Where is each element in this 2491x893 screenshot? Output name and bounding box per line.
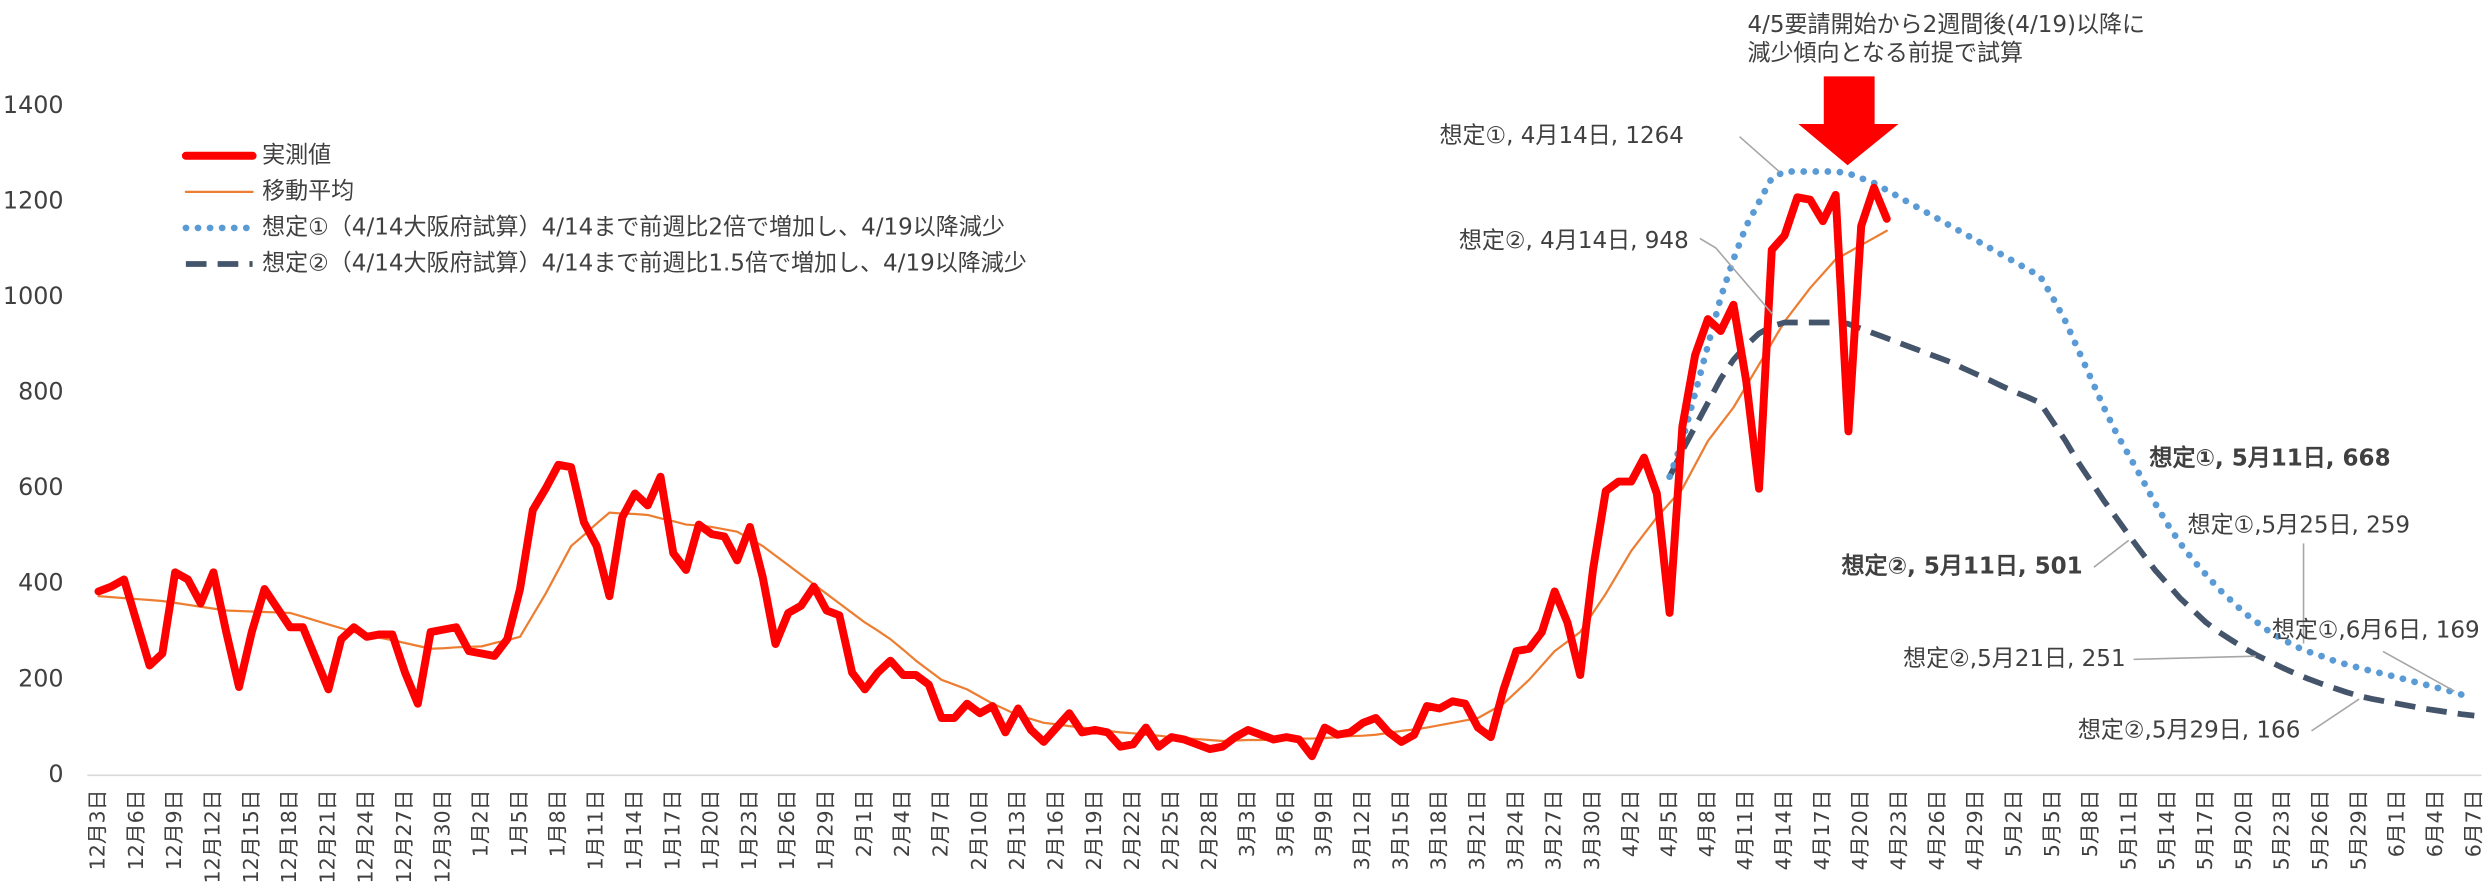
x-tick-label: 6月4日 [2423, 790, 2447, 858]
annotation: 想定②,5月29日, 166 [2078, 717, 2301, 743]
x-tick-label: 3月15日 [1388, 790, 1412, 871]
x-tick-label: 4月14日 [1772, 790, 1796, 871]
legend-label: 想定②（4/14大阪府試算）4/14まで前週比1.5倍で増加し、4/19以降減少 [262, 250, 1027, 276]
x-tick-label: 12月6日 [124, 790, 148, 871]
x-tick-label: 1月17日 [660, 790, 684, 871]
arrow [1798, 76, 1899, 166]
x-tick-label: 1月23日 [737, 790, 761, 871]
annotation: 想定②, 4月14日, 948 [1459, 228, 1689, 254]
leader-line [2133, 655, 2256, 661]
x-tick-label: 4月20日 [1848, 790, 1872, 871]
x-tick-label: 1月2日 [469, 790, 493, 858]
x-tick-label: 2月13日 [1005, 790, 1029, 871]
x-tick-label: 2月28日 [1197, 790, 1221, 871]
legend-label: 想定①（4/14大阪府試算）4/14まで前週比2倍で増加し、4/19以降減少 [262, 214, 1005, 240]
x-tick-label: 12月15日 [239, 790, 263, 884]
x-tick-label: 1月8日 [545, 790, 569, 858]
x-tick-label: 3月18日 [1427, 790, 1451, 871]
legend-label: 実測値 [262, 142, 331, 168]
series-line [1667, 319, 2475, 719]
x-tick-label: 3月9日 [1312, 790, 1336, 858]
x-tick-label: 4月17日 [1810, 790, 1834, 871]
x-tick-label: 1月5日 [507, 790, 531, 858]
x-tick-label: 4月11日 [1733, 790, 1757, 871]
x-tick-label: 1月14日 [622, 790, 646, 871]
annotation: 想定①, 4月14日, 1264 [1439, 123, 1683, 149]
x-tick-label: 12月24日 [354, 790, 378, 884]
leader-line [1699, 237, 1774, 316]
x-tick-label: 3月12日 [1350, 790, 1374, 871]
x-tick-label: 12月3日 [85, 790, 109, 871]
x-tick-label: 5月2日 [2001, 790, 2025, 858]
x-tick-label: 12月12日 [200, 790, 224, 884]
annotation: 想定①, 5月11日, 668 [2149, 445, 2390, 472]
x-tick-label: 3月21日 [1465, 790, 1489, 871]
series-line [94, 183, 1891, 761]
y-tick-label: 800 [18, 378, 63, 406]
x-tick-label: 4月2日 [1618, 790, 1642, 858]
leader-line [1739, 136, 1780, 173]
x-tick-label: 1月11日 [584, 790, 608, 871]
x-tick-label: 3月6日 [1273, 790, 1297, 858]
x-tick-label: 2月10日 [967, 790, 991, 871]
x-tick-label: 6月1日 [2385, 790, 2409, 858]
y-tick-label: 400 [18, 569, 63, 597]
y-tick-label: 0 [48, 760, 63, 788]
x-tick-label: 2月25日 [1158, 790, 1182, 871]
x-tick-label: 2月16日 [1043, 790, 1067, 871]
x-tick-label: 3月3日 [1235, 790, 1259, 858]
x-tick-label: 3月24日 [1503, 790, 1527, 871]
x-tick-label: 2月22日 [1120, 790, 1144, 871]
legend-label: 移動平均 [262, 178, 354, 204]
leader-line [2311, 698, 2360, 732]
x-tick-label: 12月27日 [392, 790, 416, 884]
x-tick-label: 5月23日 [2270, 790, 2294, 871]
y-tick-label: 600 [18, 473, 63, 501]
annotation: 想定②,5月21日, 251 [1903, 646, 2126, 672]
x-tick-label: 4月5日 [1657, 790, 1681, 858]
x-tick-label: 2月19日 [1082, 790, 1106, 871]
x-tick-label: 6月7日 [2461, 790, 2485, 858]
x-tick-label: 2月7日 [929, 790, 953, 858]
annotation: 想定②, 5月11日, 501 [1842, 553, 2083, 580]
x-tick-label: 12月30日 [430, 790, 454, 884]
leader-line [2382, 650, 2455, 692]
x-tick-label: 2月1日 [852, 790, 876, 858]
annotation: 想定①,6月6日, 169 [2272, 617, 2480, 643]
x-tick-label: 4月8日 [1695, 790, 1719, 858]
x-tick-label: 1月20日 [699, 790, 723, 871]
x-tick-label: 2月4日 [890, 790, 914, 858]
x-tick-label: 12月9日 [162, 790, 186, 871]
x-tick-label: 5月29日 [2346, 790, 2370, 871]
x-tick-label: 5月5日 [2040, 790, 2064, 858]
x-tick-label: 12月21日 [315, 790, 339, 884]
x-tick-label: 12月18日 [277, 790, 301, 884]
y-tick-label: 1400 [3, 91, 64, 119]
annotation: 想定①,5月25日, 259 [2188, 512, 2411, 538]
x-tick-label: 5月14日 [2155, 790, 2179, 871]
x-tick-label: 5月20日 [2231, 790, 2255, 871]
x-tick-label: 5月26日 [2308, 790, 2332, 871]
x-tick-label: 4月29日 [1963, 790, 1987, 871]
x-tick-label: 1月29日 [814, 790, 838, 871]
x-tick-label: 5月8日 [2078, 790, 2102, 858]
x-tick-label: 5月17日 [2193, 790, 2217, 871]
y-tick-label: 1000 [3, 282, 64, 310]
note: 4/5要請開始から2週間後(4/19)以降に [1748, 12, 2146, 38]
series-line [1666, 168, 2465, 698]
x-tick-label: 3月27日 [1542, 790, 1566, 871]
y-tick-label: 1200 [3, 187, 64, 215]
x-tick-label: 4月26日 [1925, 790, 1949, 871]
x-tick-label: 3月30日 [1580, 790, 1604, 871]
note: 減少傾向となる前提で試算 [1748, 41, 2024, 67]
x-tick-label: 5月11日 [2116, 790, 2140, 871]
leader-line [2093, 539, 2130, 568]
x-tick-label: 4月23日 [1887, 790, 1911, 871]
x-tick-label: 1月26日 [775, 790, 799, 871]
y-tick-label: 200 [18, 664, 63, 692]
